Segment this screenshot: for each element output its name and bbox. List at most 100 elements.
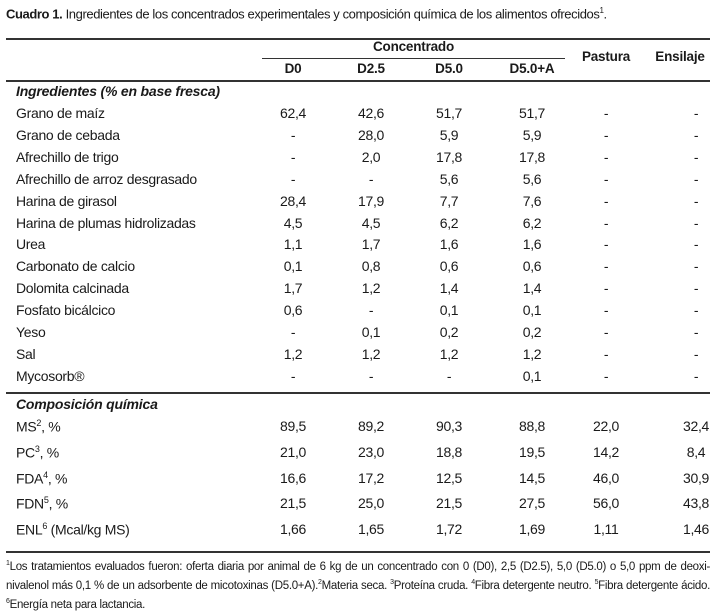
row-label: Afrechillo de arroz desgrasado <box>16 171 197 187</box>
cell-ensilaje: 32,4 <box>682 418 710 434</box>
cell-d50a: 7,6 <box>522 192 542 209</box>
footnote-ref: 6 <box>42 521 48 532</box>
cell-d50: 5,6 <box>439 170 459 187</box>
table-row: PC3, % 21,0 23,0 18,8 19,5 14,2 8,4 <box>0 444 716 466</box>
table-row: Sal 1,2 1,2 1,2 1,2 - - <box>0 346 716 368</box>
row-label: Yeso <box>16 324 46 340</box>
footnote-ref: 2 <box>36 418 42 428</box>
cell-d50: 51,7 <box>435 105 463 121</box>
cell-d50a: 5,9 <box>522 126 542 143</box>
table-row: Afrechillo de arroz desgrasado - - 5,6 5,6 - - <box>0 171 716 193</box>
cell-d0: - <box>290 126 296 143</box>
cell-d25: 23,0 <box>357 443 385 460</box>
row-label-text: Harina de girasol <box>16 192 117 209</box>
cell-d50a: 19,5 <box>518 443 546 460</box>
cell-pastura: - <box>603 126 609 143</box>
table-row: FDN5, % 21,5 25,0 21,5 27,5 56,0 43,8 <box>0 495 716 517</box>
table-row: Mycosorb® - - - 0,1 - - <box>0 368 716 390</box>
row-label: Urea <box>16 236 45 252</box>
cell-d50a: 88,8 <box>518 418 546 434</box>
cell-ensilaje: - <box>693 367 699 384</box>
row-label-text: Dolomita calcinada <box>16 280 129 297</box>
footnote-marker: 5 <box>594 578 599 586</box>
cell-d0: 21,0 <box>279 443 307 460</box>
header-concentrado: Concentrado <box>372 39 455 54</box>
caption-text: Ingredientes de los concentrados experim… <box>62 6 600 22</box>
section-title: Composición química <box>16 396 158 412</box>
footnote-text: Proteína cruda. <box>393 579 472 592</box>
cell-d25: 4,5 <box>361 214 381 231</box>
cell-d50: 1,6 <box>439 236 459 253</box>
cell-d0: 21,5 <box>279 495 307 512</box>
cell-d0: 28,4 <box>279 192 307 209</box>
row-label-text: Grano de maíz <box>16 105 105 121</box>
row-label-text: Mycosorb® <box>16 367 85 384</box>
cell-d50: 21,5 <box>435 495 463 512</box>
cell-pastura: - <box>603 105 609 121</box>
cell-d0: 62,4 <box>279 105 307 121</box>
footnote-marker: 2 <box>318 578 322 586</box>
cell-ensilaje: 30,9 <box>682 469 710 486</box>
row-label: Grano de maíz <box>16 105 105 121</box>
cell-d50: 6,2 <box>439 214 459 231</box>
row-label-unit: , % <box>41 418 61 435</box>
table-row: Afrechillo de trigo - 2,0 17,8 17,8 - - <box>0 149 716 171</box>
cell-ensilaje: - <box>693 302 699 319</box>
cell-d50: 0,6 <box>439 258 459 275</box>
cell-d25: 42,6 <box>357 105 385 121</box>
cell-pastura: - <box>603 214 609 231</box>
cell-d25: 89,2 <box>357 418 385 434</box>
row-label-text: Urea <box>16 236 46 253</box>
row-label: ENL6 (Mcal/kg MS) <box>16 521 130 538</box>
row-label: Carbonato de calcio <box>16 258 135 274</box>
table-row: Grano de maíz 62,4 42,6 51,7 51,7 - - <box>0 105 716 127</box>
table-row: MS2, % 89,5 89,2 90,3 88,8 22,0 32,4 <box>0 418 716 440</box>
cell-d25: - <box>368 302 374 319</box>
cell-ensilaje: - <box>693 126 699 143</box>
cell-d50a: 17,8 <box>518 148 546 165</box>
cell-d0: 1,2 <box>283 345 303 362</box>
cell-d0: - <box>290 324 296 340</box>
cell-d50a: 6,2 <box>522 214 542 231</box>
table-row: ENL6 (Mcal/kg MS) 1,66 1,65 1,72 1,69 1,11 1,4… <box>0 521 716 543</box>
cell-ensilaje: - <box>693 105 699 121</box>
cell-d50: 7,7 <box>439 192 459 209</box>
concentrado-subrule <box>262 58 565 59</box>
row-label-text: Sal <box>16 345 36 362</box>
header-col-pastura: Pastura <box>581 49 631 64</box>
cell-pastura: - <box>603 324 609 340</box>
cell-pastura: - <box>603 345 609 362</box>
header-col-d50: D5.0 <box>435 61 463 76</box>
cell-d25: 17,9 <box>357 192 385 209</box>
cell-d50a: 1,4 <box>522 280 542 297</box>
row-label-text: Grano de cebada <box>16 126 120 143</box>
cell-pastura: 56,0 <box>592 495 620 512</box>
cell-ensilaje: - <box>693 148 699 165</box>
cell-d0: - <box>290 367 296 384</box>
cell-d0: 0,1 <box>283 258 303 275</box>
cell-d25: 25,0 <box>357 495 385 512</box>
row-label-text: Afrechillo de trigo <box>16 148 119 165</box>
cell-d25: 1,7 <box>361 236 381 253</box>
header-col-d50a: D5.0+A <box>509 61 555 76</box>
cell-ensilaje: - <box>693 170 699 187</box>
table-bottom-rule <box>6 551 710 553</box>
cell-d0: 1,7 <box>283 280 303 297</box>
cell-d25: 28,0 <box>357 126 385 143</box>
cell-d25: - <box>368 170 374 187</box>
cell-d25: 1,65 <box>357 521 385 538</box>
cell-d50a: 51,7 <box>518 105 546 121</box>
row-label-text: Fosfato bicálcico <box>16 302 116 319</box>
row-label: Dolomita calcinada <box>16 280 129 296</box>
footnote-marker: 1 <box>6 560 10 567</box>
cell-d50: 18,8 <box>435 443 463 460</box>
footnotes: 1Los tratamientos evaluados fueron: ofer… <box>6 556 710 612</box>
footnote-text: Fibra detergente ácido. <box>598 579 710 592</box>
footnote-text: Energía neta para lactancia. <box>9 598 146 611</box>
row-label-unit: , % <box>39 444 60 461</box>
cell-d0: 0,6 <box>283 302 303 319</box>
cell-pastura: - <box>603 236 609 253</box>
row-label: PC3, % <box>16 444 59 461</box>
header-col-d0: D0 <box>284 61 302 76</box>
cell-pastura: 46,0 <box>592 469 620 486</box>
